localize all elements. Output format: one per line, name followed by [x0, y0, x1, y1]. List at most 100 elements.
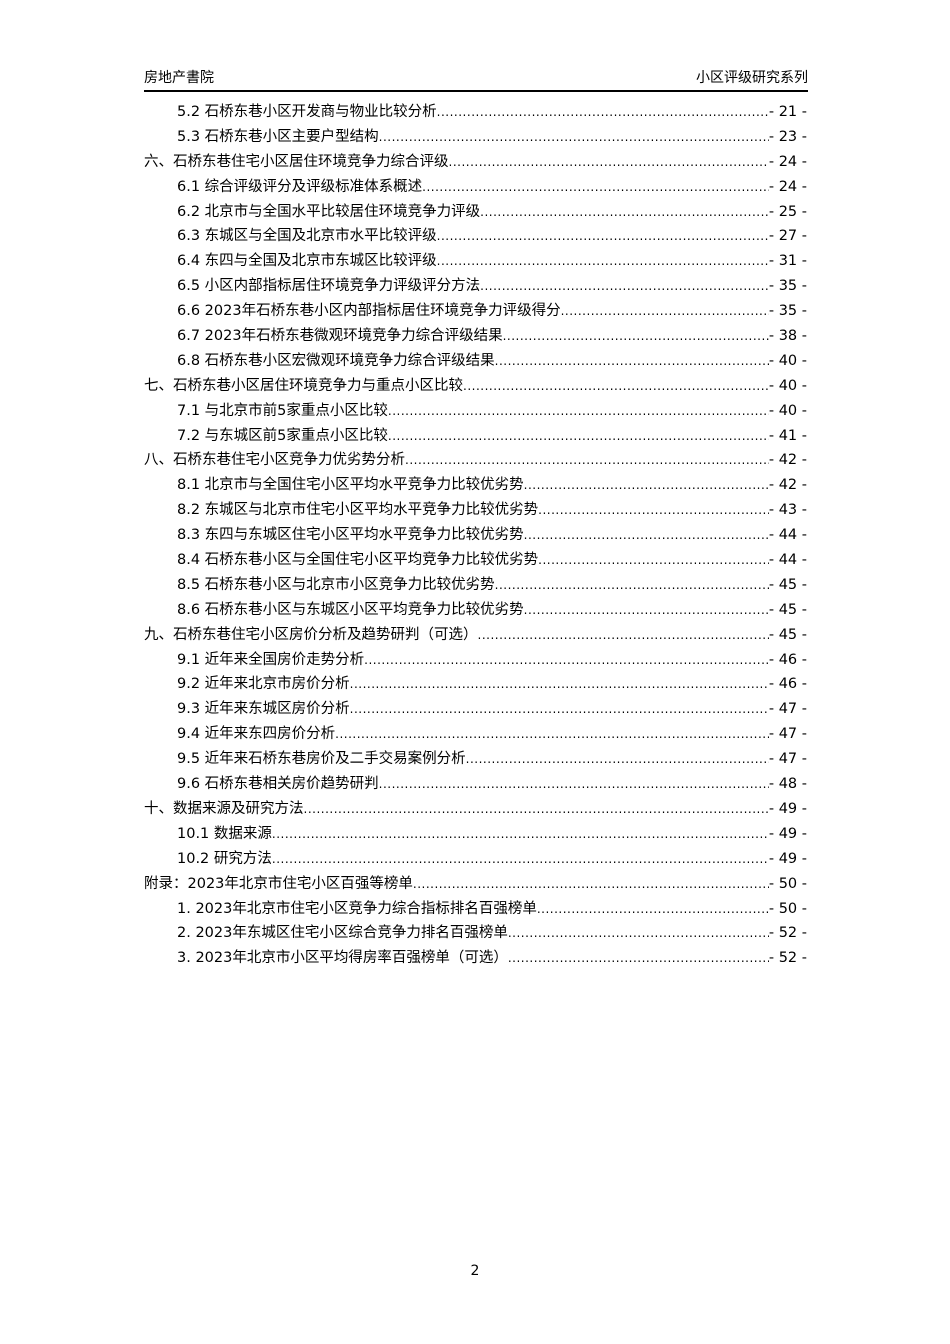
toc-entry[interactable]: 9.1 近年来全国房价走势分析 - 46 - — [144, 648, 807, 673]
toc-entry-page: - 49 - — [768, 800, 807, 817]
toc-entry-page: - 35 - — [768, 303, 807, 320]
toc-entry-page: - 25 - — [768, 203, 807, 220]
toc-entry[interactable]: 8.2 东城区与北京市住宅小区平均水平竞争力比较优劣势 - 43 - — [144, 498, 807, 523]
toc-entry[interactable]: 附录：2023年北京市住宅小区百强等榜单 - 50 - — [144, 872, 807, 897]
dot-leader — [524, 523, 769, 548]
toc-entry-title: 6.5 小区内部指标居住环境竞争力评级评分方法 — [177, 278, 481, 295]
toc-entry-page: - 40 - — [768, 402, 807, 419]
toc-entry-title: 10.2 研究方法 — [177, 850, 272, 867]
toc-entry-title: 六、石桥东巷住宅小区居住环境竞争力综合评级 — [144, 153, 449, 170]
toc-entry-title: 1. 2023年北京市住宅小区竞争力综合指标排名百强榜单 — [177, 900, 537, 917]
dot-leader — [304, 797, 769, 822]
toc-entry[interactable]: 八、石桥东巷住宅小区竞争力优劣势分析 - 42 - — [144, 448, 807, 473]
toc-entry[interactable]: 6.8 石桥东巷小区宏微观环境竞争力综合评级结果 - 40 - — [144, 349, 807, 374]
toc-entry[interactable]: 6.6 2023年石桥东巷小区内部指标居住环境竞争力评级得分 - 35 - — [144, 299, 807, 324]
page-number: 2 — [470, 1263, 480, 1279]
toc-entry[interactable]: 1. 2023年北京市住宅小区竞争力综合指标排名百强榜单 - 50 - — [144, 897, 807, 922]
toc-entry-page: - 50 - — [768, 900, 807, 917]
toc-entry-title: 九、石桥东巷住宅小区房价分析及趋势研判（可选） — [144, 626, 478, 643]
toc-entry[interactable]: 8.6 石桥东巷小区与东城区小区平均竞争力比较优劣势 - 45 - — [144, 598, 807, 623]
toc-entry-page: - 46 - — [768, 651, 807, 668]
toc-entry[interactable]: 8.3 东四与东城区住宅小区平均水平竞争力比较优劣势 - 44 - — [144, 523, 807, 548]
dot-leader — [524, 473, 769, 498]
toc-entry-page: - 45 - — [768, 576, 807, 593]
toc-entry[interactable]: 6.5 小区内部指标居住环境竞争力评级评分方法 - 35 - — [144, 274, 807, 299]
dot-leader — [480, 274, 769, 299]
toc-entry[interactable]: 6.7 2023年石桥东巷微观环境竞争力综合评级结果 - 38 - — [144, 324, 807, 349]
toc-entry-page: - 52 - — [768, 950, 807, 967]
toc-entry[interactable]: 6.1 综合评级评分及评级标准体系概述 - 24 - — [144, 175, 807, 200]
toc-entry-title: 6.1 综合评级评分及评级标准体系概述 — [177, 178, 423, 195]
dot-leader — [466, 747, 769, 772]
dot-leader — [413, 872, 769, 897]
dot-leader — [272, 847, 769, 872]
toc-entry[interactable]: 7.1 与北京市前5家重点小区比较 - 40 - — [144, 399, 807, 424]
toc-entry-title: 6.8 石桥东巷小区宏微观环境竞争力综合评级结果 — [177, 352, 495, 369]
toc-entry-page: - 47 - — [768, 726, 807, 743]
dot-leader — [437, 224, 769, 249]
toc-entry[interactable]: 8.5 石桥东巷小区与北京市小区竞争力比较优劣势 - 45 - — [144, 573, 807, 598]
toc-entry[interactable]: 10.2 研究方法 - 49 - — [144, 847, 807, 872]
toc-entry[interactable]: 6.4 东四与全国及北京市东城区比较评级 - 31 - — [144, 249, 807, 274]
toc-entry-page: - 23 - — [768, 128, 807, 145]
toc-entry[interactable]: 六、石桥东巷住宅小区居住环境竞争力综合评级 - 24 - — [144, 150, 807, 175]
table-of-contents: 5.2 石桥东巷小区开发商与物业比较分析 - 21 - 5.3 石桥东巷小区主要户型… — [144, 100, 807, 971]
toc-entry-title: 3. 2023年北京市小区平均得房率百强榜单（可选） — [177, 950, 508, 967]
dot-leader — [449, 150, 769, 175]
toc-entry[interactable]: 5.2 石桥东巷小区开发商与物业比较分析 - 21 - — [144, 100, 807, 125]
toc-entry-page: - 47 - — [768, 751, 807, 768]
dot-leader — [524, 598, 769, 623]
toc-entry[interactable]: 5.3 石桥东巷小区主要户型结构 - 23 - — [144, 125, 807, 150]
toc-entry[interactable]: 2. 2023年东城区住宅小区综合竞争力排名百强榜单 - 52 - — [144, 921, 807, 946]
toc-entry[interactable]: 九、石桥东巷住宅小区房价分析及趋势研判（可选） - 45 - — [144, 623, 807, 648]
toc-entry-title: 6.2 北京市与全国水平比较居住环境竞争力评级 — [177, 203, 481, 220]
toc-entry[interactable]: 9.6 石桥东巷相关房价趋势研判 - 48 - — [144, 772, 807, 797]
toc-entry[interactable]: 7.2 与东城区前5家重点小区比较 - 41 - — [144, 424, 807, 449]
toc-entry-page: - 49 - — [768, 850, 807, 867]
toc-entry-title: 2. 2023年东城区住宅小区综合竞争力排名百强榜单 — [177, 925, 508, 942]
header-left: 房地产書院 — [144, 70, 214, 86]
dot-leader — [335, 722, 769, 747]
toc-entry-page: - 48 - — [768, 776, 807, 793]
toc-entry-title: 5.3 石桥东巷小区主要户型结构 — [177, 128, 379, 145]
toc-entry-title: 9.5 近年来石桥东巷房价及二手交易案例分析 — [177, 751, 466, 768]
toc-entry[interactable]: 10.1 数据来源 - 49 - — [144, 822, 807, 847]
toc-entry-title: 七、石桥东巷小区居住环境竞争力与重点小区比较 — [144, 377, 463, 394]
toc-entry-page: - 46 - — [768, 676, 807, 693]
dot-leader — [495, 573, 769, 598]
toc-entry-page: - 41 - — [768, 427, 807, 444]
toc-entry-title: 8.6 石桥东巷小区与东城区小区平均竞争力比较优劣势 — [177, 601, 524, 618]
toc-entry[interactable]: 七、石桥东巷小区居住环境竞争力与重点小区比较 - 40 - — [144, 374, 807, 399]
toc-entry-title: 八、石桥东巷住宅小区竞争力优劣势分析 — [144, 452, 405, 469]
toc-entry-title: 9.2 近年来北京市房价分析 — [177, 676, 350, 693]
dot-leader — [463, 374, 769, 399]
toc-entry[interactable]: 十、数据来源及研究方法 - 49 - — [144, 797, 807, 822]
dot-leader — [537, 897, 769, 922]
toc-entry-page: - 43 - — [768, 502, 807, 519]
dot-leader — [388, 424, 769, 449]
toc-entry[interactable]: 9.3 近年来东城区房价分析 - 47 - — [144, 697, 807, 722]
dot-leader — [508, 921, 769, 946]
dot-leader — [495, 349, 769, 374]
dot-leader — [538, 498, 769, 523]
dot-leader — [379, 125, 769, 150]
toc-entry[interactable]: 8.4 石桥东巷小区与全国住宅小区平均竞争力比较优劣势 - 44 - — [144, 548, 807, 573]
toc-entry-page: - 47 - — [768, 701, 807, 718]
toc-entry[interactable]: 6.3 东城区与全国及北京市水平比较评级 - 27 - — [144, 224, 807, 249]
dot-leader — [437, 249, 769, 274]
toc-entry-title: 9.4 近年来东四房价分析 — [177, 726, 336, 743]
toc-entry-page: - 42 - — [768, 477, 807, 494]
toc-entry[interactable]: 8.1 北京市与全国住宅小区平均水平竞争力比较优劣势 - 42 - — [144, 473, 807, 498]
toc-entry[interactable]: 9.5 近年来石桥东巷房价及二手交易案例分析 - 47 - — [144, 747, 807, 772]
toc-entry[interactable]: 9.2 近年来北京市房价分析 - 46 - — [144, 672, 807, 697]
toc-entry-page: - 44 - — [768, 527, 807, 544]
toc-entry-title: 十、数据来源及研究方法 — [144, 800, 304, 817]
toc-entry-page: - 24 - — [768, 178, 807, 195]
toc-entry[interactable]: 9.4 近年来东四房价分析 - 47 - — [144, 722, 807, 747]
toc-entry-title: 5.2 石桥东巷小区开发商与物业比较分析 — [177, 104, 437, 120]
toc-entry[interactable]: 6.2 北京市与全国水平比较居住环境竞争力评级 - 25 - — [144, 200, 807, 225]
toc-entry[interactable]: 3. 2023年北京市小区平均得房率百强榜单（可选） - 52 - — [144, 946, 807, 971]
toc-entry-title: 9.6 石桥东巷相关房价趋势研判 — [177, 776, 379, 793]
toc-entry-page: - 31 - — [768, 253, 807, 270]
toc-entry-page: - 44 - — [768, 552, 807, 569]
